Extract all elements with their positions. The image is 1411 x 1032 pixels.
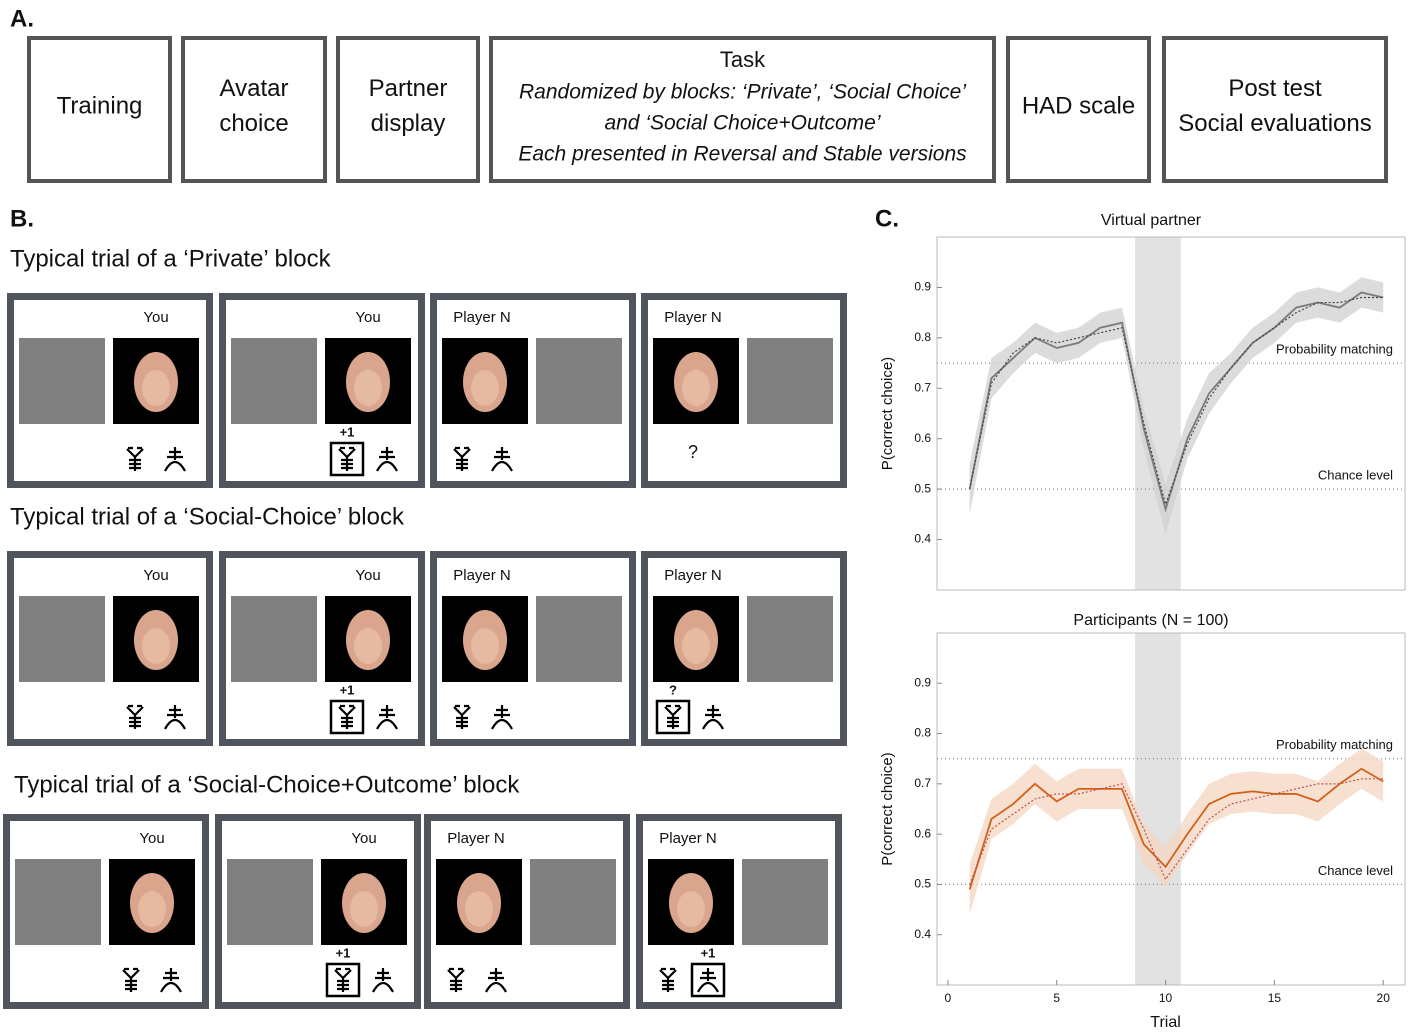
step-text: Each presented in Reversal and Stable ve…: [518, 143, 967, 166]
panel-label: B.: [10, 205, 34, 232]
face-shade: [465, 891, 493, 927]
y-tick-label: 0.6: [914, 826, 931, 840]
query-mark: ?: [669, 682, 677, 697]
gray-square: [19, 596, 105, 682]
feedback: +1: [340, 682, 355, 697]
y-tick-label: 0.9: [914, 280, 931, 294]
gray-square: [19, 338, 105, 424]
step-title: Task: [720, 47, 766, 72]
face-shade: [142, 370, 170, 406]
gray-square: [231, 338, 317, 424]
trial-header: Player N: [453, 309, 511, 326]
page: A. B. C. Training Avatar choice Partner disp…: [0, 0, 1411, 1032]
query-mark: ?: [688, 442, 698, 462]
chart-title: Participants (N = 100): [1073, 612, 1228, 629]
face-shade: [471, 370, 499, 406]
step-text: Social evaluations: [1178, 110, 1371, 137]
shaded-region: [1135, 633, 1181, 985]
panel-label: A.: [10, 5, 34, 32]
y-tick-label: 0.8: [914, 330, 931, 344]
block-title: Typical trial of a ‘Social-Choice’ block: [10, 503, 405, 530]
step-text: Post test: [1228, 75, 1322, 102]
step-text: Avatar: [220, 75, 289, 102]
feedback: +1: [701, 945, 716, 960]
x-tick-label: 0: [945, 991, 952, 1005]
feedback: +1: [336, 945, 351, 960]
trial-header: You: [143, 567, 168, 584]
reference-label: Chance level: [1318, 468, 1393, 483]
y-tick-label: 0.8: [914, 726, 931, 740]
gray-square: [747, 596, 833, 682]
step-text: display: [371, 110, 446, 137]
trial-header: You: [351, 830, 376, 847]
y-axis-label: P(correct choice): [879, 752, 896, 865]
y-tick-label: 0.5: [914, 481, 931, 495]
step-text: Randomized by blocks: ‘Private’, ‘Social…: [519, 81, 966, 104]
step-text: choice: [219, 110, 288, 137]
face-shade: [138, 891, 166, 927]
face-shade: [471, 628, 499, 664]
y-tick-label: 0.4: [914, 927, 931, 941]
chart-title: Virtual partner: [1101, 212, 1202, 229]
y-tick-label: 0.5: [914, 877, 931, 891]
trial-header: You: [143, 309, 168, 326]
feedback: +1: [340, 424, 355, 439]
face-shade: [682, 628, 710, 664]
trial-header: Player N: [453, 567, 511, 584]
gray-square: [536, 338, 622, 424]
gray-square: [536, 596, 622, 682]
y-tick-label: 0.7: [914, 776, 931, 790]
gray-square: [15, 859, 101, 945]
step-text: Partner: [369, 75, 448, 102]
block-title: Typical trial of a ‘Private’ block: [10, 245, 332, 272]
y-axis-label: P(correct choice): [879, 357, 896, 470]
trial-header: Player N: [447, 830, 505, 847]
gray-square: [530, 859, 616, 945]
reference-label: Chance level: [1318, 863, 1393, 878]
face-shade: [354, 370, 382, 406]
x-axis-label: Trial: [1150, 1014, 1181, 1031]
y-tick-label: 0.9: [914, 675, 931, 689]
x-tick-label: 15: [1268, 991, 1282, 1005]
face-shade: [142, 628, 170, 664]
y-tick-label: 0.6: [914, 431, 931, 445]
step-text: Training: [57, 92, 143, 119]
x-tick-label: 10: [1159, 991, 1173, 1005]
face-shade: [677, 891, 705, 927]
trial-header: Player N: [659, 830, 717, 847]
trial-header: You: [139, 830, 164, 847]
x-tick-label: 5: [1053, 991, 1060, 1005]
step-text: HAD scale: [1022, 92, 1135, 119]
face-shade: [350, 891, 378, 927]
figure: A. B. C. Training Avatar choice Partner disp…: [0, 0, 1411, 1032]
y-tick-label: 0.7: [914, 380, 931, 394]
trial-header: You: [355, 309, 380, 326]
gray-square: [747, 338, 833, 424]
gray-square: [227, 859, 313, 945]
reference-label: Probability matching: [1276, 737, 1393, 752]
block-title: Typical trial of a ‘Social-Choice+Outcom…: [14, 771, 520, 798]
trial-header: Player N: [664, 309, 722, 326]
x-tick-label: 20: [1377, 991, 1391, 1005]
face-shade: [354, 628, 382, 664]
y-tick-label: 0.4: [914, 532, 931, 546]
trial-header: You: [355, 567, 380, 584]
panel-label: C.: [875, 205, 899, 232]
trial-header: Player N: [664, 567, 722, 584]
step-text: and ‘Social Choice+Outcome’: [604, 112, 880, 135]
gray-square: [231, 596, 317, 682]
face-shade: [682, 370, 710, 406]
reference-label: Probability matching: [1276, 342, 1393, 357]
gray-square: [742, 859, 828, 945]
